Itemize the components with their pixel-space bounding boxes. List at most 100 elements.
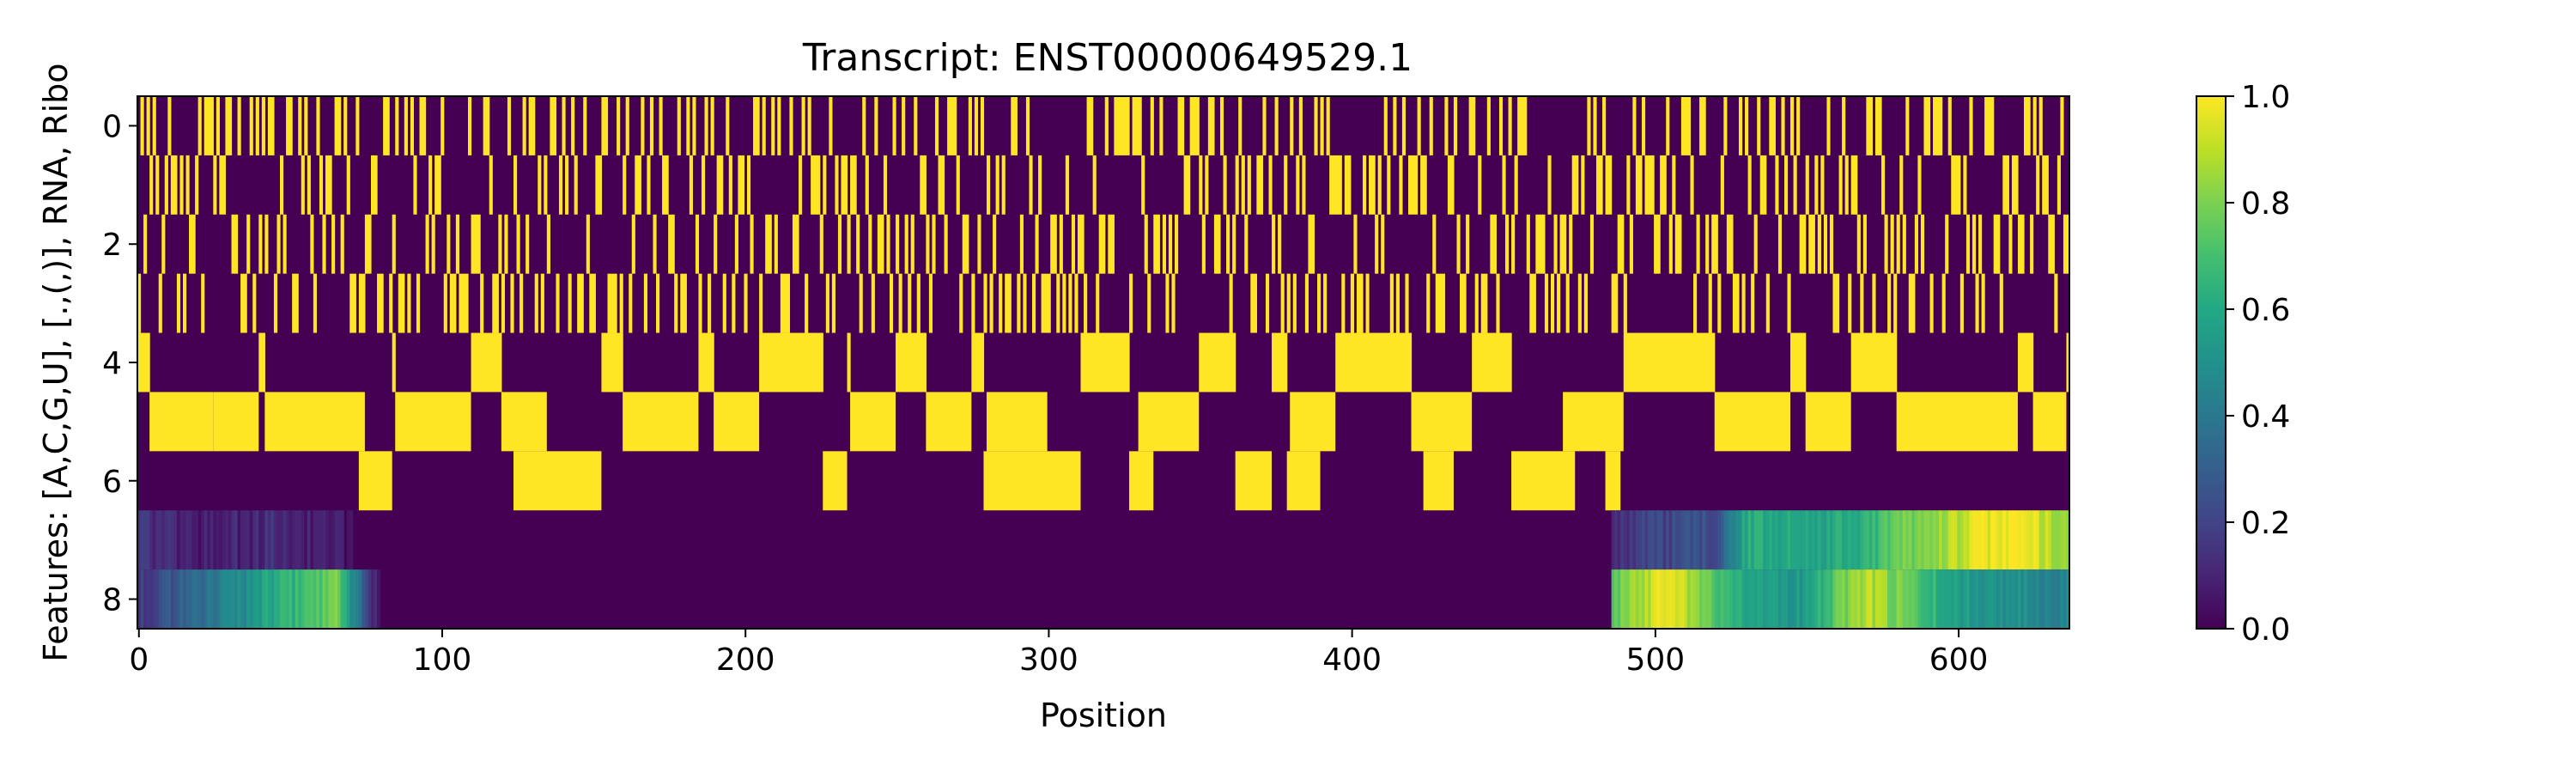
heatmap-cell — [2026, 569, 2031, 629]
heatmap-cell — [546, 214, 550, 274]
heatmap-cell — [1708, 273, 1712, 333]
heatmap-cell — [1902, 214, 1906, 274]
heatmap-cell — [1969, 96, 1973, 155]
heatmap-cell — [1514, 155, 1518, 215]
heatmap-cell — [1611, 510, 1615, 570]
heatmap-cell — [395, 392, 471, 452]
heatmap-cell — [1219, 96, 1224, 155]
heatmap-cell — [1668, 569, 1673, 629]
heatmap-cell — [1902, 569, 1906, 629]
heatmap-cell — [1814, 155, 1819, 215]
heatmap-cell — [1278, 214, 1282, 274]
heatmap-cell — [746, 155, 751, 215]
heatmap-cell — [449, 273, 457, 333]
heatmap-cell — [1323, 273, 1327, 333]
heatmap-cell — [419, 96, 427, 155]
heatmap-cell — [1581, 155, 1585, 215]
heatmap-cell — [1929, 569, 1934, 629]
heatmap-cell — [544, 155, 548, 215]
heatmap-cell — [902, 96, 906, 155]
heatmap-cell — [2042, 510, 2046, 570]
heatmap-cell — [237, 510, 241, 570]
heatmap-cell — [1708, 569, 1712, 629]
heatmap-cell — [1893, 273, 1898, 333]
heatmap-cell — [1023, 273, 1027, 333]
heatmap-cell — [167, 569, 172, 629]
heatmap-cell — [1098, 214, 1106, 274]
heatmap-cell — [1447, 155, 1455, 215]
heatmap-cell — [1696, 214, 1700, 274]
heatmap-cell — [249, 569, 253, 629]
heatmap-cell — [601, 332, 623, 393]
heatmap-cell — [234, 510, 239, 570]
heatmap-cell — [1544, 273, 1549, 333]
heatmap-cell — [489, 155, 493, 215]
heatmap-cell — [286, 96, 293, 155]
heatmap-cell — [413, 155, 417, 215]
heatmap-cell — [164, 510, 168, 570]
heatmap-cell — [501, 392, 547, 452]
heatmap-cell — [1244, 214, 1249, 274]
heatmap-cell — [1878, 569, 1882, 629]
heatmap-cell — [1720, 569, 1724, 629]
heatmap-cell — [1298, 96, 1303, 155]
heatmap-cell — [1686, 569, 1692, 629]
heatmap-cell — [1629, 569, 1633, 629]
heatmap-cell — [298, 569, 302, 629]
heatmap-cell — [2038, 510, 2043, 570]
heatmap-cell — [1720, 155, 1724, 215]
heatmap-cell — [1735, 569, 1740, 629]
heatmap-cell — [668, 214, 675, 274]
heatmap-cell — [364, 569, 369, 629]
heatmap-cell — [222, 569, 227, 629]
heatmap-cell — [538, 155, 542, 215]
heatmap-cell — [1593, 96, 1597, 155]
heatmap-cell — [179, 510, 184, 570]
heatmap-cell — [2002, 155, 2009, 215]
heatmap-cell — [1496, 273, 1500, 333]
heatmap-cell — [1529, 273, 1536, 333]
heatmap-cell — [1284, 155, 1288, 215]
heatmap-cell — [1905, 96, 1910, 155]
heatmap-cell — [1775, 155, 1779, 215]
heatmap-cell — [765, 214, 772, 274]
heatmap-cell — [431, 214, 435, 274]
heatmap-cell — [1741, 273, 1746, 333]
heatmap-cell — [1787, 273, 1791, 333]
heatmap-cell — [1183, 155, 1191, 215]
heatmap-cell — [1150, 96, 1154, 155]
heatmap-cell — [2066, 569, 2070, 629]
heatmap-cell — [1080, 332, 1130, 393]
heatmap-cell — [1571, 155, 1579, 215]
heatmap-cell — [1850, 510, 1855, 570]
heatmap-cell — [1717, 569, 1722, 629]
heatmap-cell — [1654, 214, 1661, 274]
heatmap-cell — [1280, 273, 1285, 333]
heatmap-cell — [1235, 451, 1273, 511]
heatmap-cell — [270, 510, 275, 570]
heatmap-cell — [170, 510, 174, 570]
heatmap-cell — [1769, 96, 1776, 155]
heatmap-cell — [1019, 214, 1024, 274]
heatmap-cell — [1005, 273, 1012, 333]
heatmap-cell — [1623, 510, 1627, 570]
heatmap-cell — [807, 96, 811, 155]
heatmap-cell — [307, 569, 311, 629]
heatmap-cell — [325, 510, 330, 570]
heatmap-cell — [392, 214, 396, 274]
heatmap-cell — [225, 510, 229, 570]
heatmap-cell — [1893, 569, 1898, 629]
heatmap-cell — [1129, 451, 1154, 511]
heatmap-cell — [1753, 214, 1758, 274]
heatmap-cell — [1862, 510, 1867, 570]
heatmap-cell — [2008, 510, 2013, 570]
heatmap-cell — [1862, 569, 1867, 629]
heatmap-cell — [173, 569, 178, 629]
heatmap-cell — [914, 96, 918, 155]
heatmap-cell — [1071, 214, 1076, 274]
heatmap-cell — [589, 273, 596, 333]
heatmap-cell — [201, 510, 205, 570]
heatmap-cell — [361, 569, 366, 629]
y-tick-label: 0 — [102, 109, 122, 144]
heatmap-cell — [2008, 569, 2013, 629]
